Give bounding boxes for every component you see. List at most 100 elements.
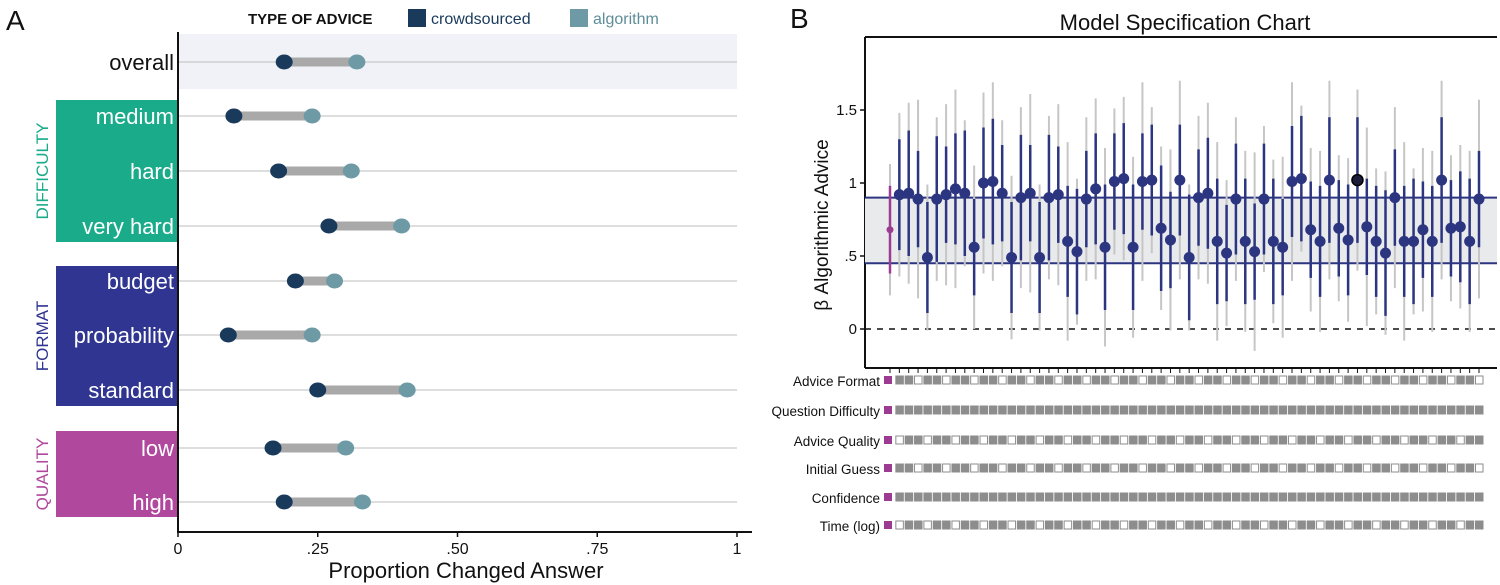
spec-marker (1110, 492, 1119, 502)
spec-marker (1390, 492, 1400, 502)
estimate-point (1183, 251, 1195, 263)
spec-marker (1334, 492, 1344, 502)
y-axis-label: β Algorithmic Advice (812, 139, 833, 310)
spec-marker (1044, 435, 1054, 445)
spec-marker (1418, 492, 1428, 502)
spec-marker (1288, 520, 1297, 530)
spec-marker (1194, 520, 1204, 530)
spec-marker (914, 492, 923, 502)
spec-marker (1437, 520, 1447, 530)
spec-marker (1446, 435, 1456, 445)
spec-marker (1381, 405, 1391, 415)
legend-label-crowdsourced: crowdsourced (431, 11, 531, 28)
spec-marker (923, 405, 932, 415)
spec-marker (951, 520, 960, 530)
category-label: very hard (82, 214, 174, 239)
spec-marker (1446, 520, 1456, 530)
spec-marker (1044, 375, 1054, 385)
spec-marker (1409, 435, 1419, 445)
spec-marker (1325, 463, 1334, 473)
spec-marker (1400, 520, 1409, 530)
estimate-point (996, 187, 1008, 199)
algorithm-point (353, 494, 371, 510)
spec-marker (1344, 520, 1353, 530)
spec-marker (1250, 520, 1260, 530)
x-tick-label: 0 (174, 541, 183, 558)
spec-marker (1185, 520, 1194, 530)
spec-marker (1166, 520, 1175, 530)
spec-marker (1175, 375, 1185, 385)
spec-marker (1044, 520, 1054, 530)
panel-a-letter: A (6, 5, 25, 36)
spec-marker (1390, 405, 1400, 415)
spec-marker (1400, 375, 1409, 385)
spec-marker (1269, 435, 1278, 445)
spec-marker (895, 405, 904, 415)
spec-marker (1203, 492, 1213, 502)
spec-marker (1278, 492, 1288, 502)
spec-marker (1334, 405, 1344, 415)
spec-marker (1157, 405, 1166, 415)
spec-marker (1091, 375, 1101, 385)
spec-marker (1353, 520, 1362, 530)
estimate-point (1146, 174, 1158, 186)
spec-marker (1166, 405, 1175, 415)
spec-marker (1072, 520, 1082, 530)
spec-marker (1446, 463, 1456, 473)
spec-marker (1138, 463, 1147, 473)
x-tick-label: .50 (446, 541, 468, 558)
spec-marker (1213, 492, 1222, 502)
spec-marker (1026, 435, 1035, 445)
spec-marker (1129, 463, 1138, 473)
spec-marker (1269, 405, 1278, 415)
spec-marker (1353, 375, 1362, 385)
spec-marker (1147, 520, 1157, 530)
spec-marker (1035, 435, 1045, 445)
spec-marker (988, 375, 998, 385)
spec-marker (1082, 375, 1091, 385)
estimate-point (1193, 192, 1205, 204)
estimate-point (893, 189, 905, 201)
crowdsourced-point (320, 218, 338, 234)
spec-marker (1044, 463, 1054, 473)
spec-marker (1278, 375, 1288, 385)
category-label: medium (96, 104, 174, 129)
spec-marker (1101, 492, 1110, 502)
spec-marker (1428, 463, 1437, 473)
y-tick-label: 1 (849, 175, 857, 192)
spec-marker (979, 435, 988, 445)
spec-row-label: Question Difficulty (771, 404, 880, 419)
spec-marker (932, 520, 942, 530)
spec-row-label: Advice Quality (794, 434, 881, 449)
spec-marker (932, 492, 942, 502)
estimate-point (1426, 235, 1438, 247)
spec-marker (1082, 435, 1091, 445)
spec-marker (1325, 375, 1334, 385)
spec-marker (951, 492, 960, 502)
estimate-point (931, 193, 943, 205)
spec-marker (998, 463, 1007, 473)
spec-marker (1026, 405, 1035, 415)
estimate-point (1090, 183, 1102, 195)
spec-marker (1129, 492, 1138, 502)
estimate-point (921, 251, 933, 263)
estimate-point (1445, 222, 1457, 234)
algorithm-point (326, 273, 344, 289)
spec-marker (1372, 405, 1381, 415)
spec-marker (1072, 492, 1082, 502)
spec-marker (1297, 375, 1306, 385)
spec-marker (1400, 405, 1409, 415)
spec-marker (1194, 405, 1204, 415)
spec-marker (895, 492, 904, 502)
spec-marker (1409, 375, 1419, 385)
spec-marker (1119, 405, 1129, 415)
estimate-point (1062, 235, 1074, 247)
spec-marker (1147, 435, 1157, 445)
spec-marker (1456, 520, 1465, 530)
spec-marker (1353, 492, 1362, 502)
spec-marker (1475, 520, 1484, 530)
spec-marker (1054, 463, 1063, 473)
estimate-point (959, 187, 971, 199)
spec-marker (1157, 520, 1166, 530)
spec-marker (998, 435, 1007, 445)
